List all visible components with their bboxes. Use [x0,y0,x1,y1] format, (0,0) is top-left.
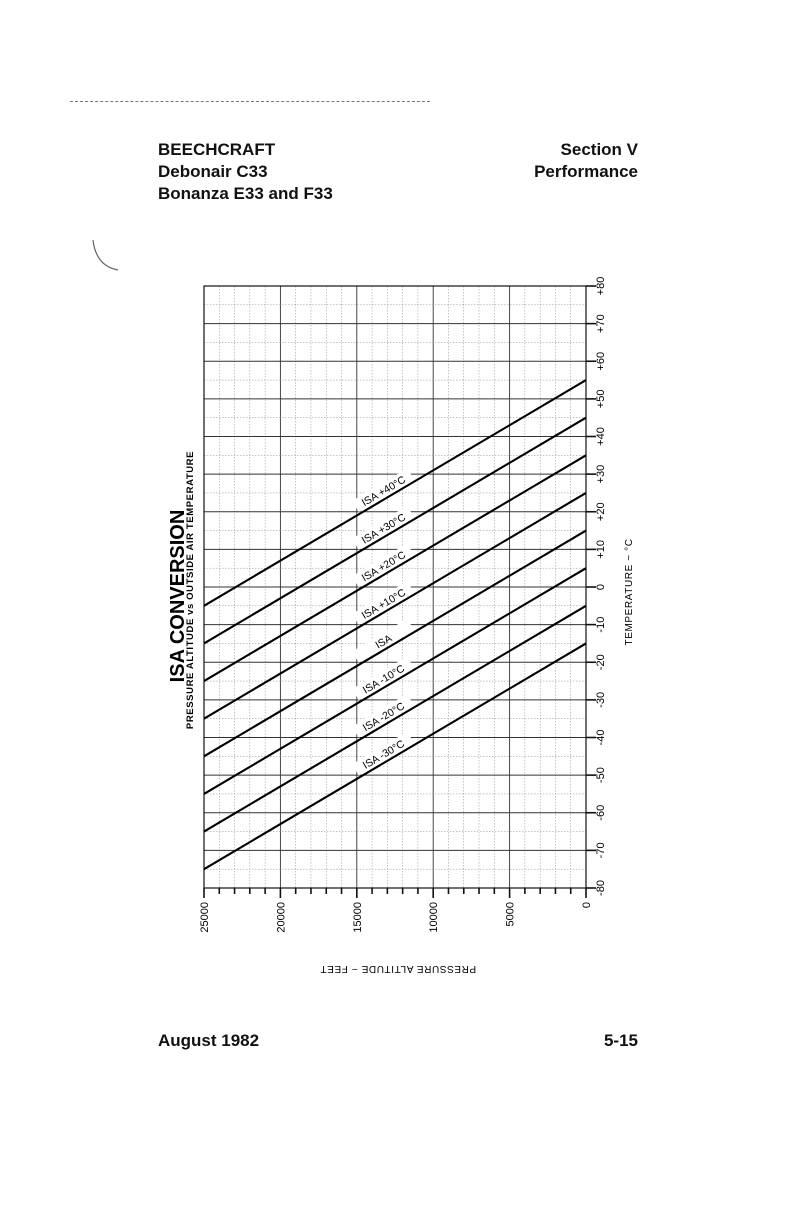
series-label-bg [352,505,414,550]
series-label-bg [352,618,414,663]
chart-subtitle: PRESSURE ALTITUDE vs OUTSIDE AIR TEMPERA… [185,451,196,729]
series-line [203,642,587,871]
footer-date: August 1982 [158,1031,260,1050]
series-label-bg [352,581,414,625]
x-tick-label: 0 [581,902,593,908]
series-line [203,492,587,720]
page-number: 5-15 [603,1031,638,1050]
axes: 0 5000 10000 15000 20000 25000 -80 -70 -60 -50 -40… [199,277,607,933]
series-label-text: ISA +10°C [360,586,409,621]
y-tick-label: +20 [595,502,607,521]
series-label-bg [352,656,414,701]
header-section-title: Performance [534,162,638,181]
y-tick-label: +30 [595,465,607,484]
x-tick-label: 5000 [505,902,517,926]
header-model-1: Debonair C33 [158,162,268,181]
series-label-text: ISA +20°C [360,549,409,584]
header-manufacturer: BEECHCRAFT [158,140,276,159]
chart-title: ISA CONVERSION [167,510,189,683]
series-label: ISA +40°C [352,468,414,513]
y-tick-label: -70 [595,842,607,858]
header-right: Section V Performance [534,139,638,183]
series-line [203,379,587,607]
x-axis-label: PRESSURE ALTITUDE ~ FEET [320,963,476,974]
y-tick-label: +10 [595,540,607,559]
series-line [203,416,587,645]
header-section: Section V [560,140,638,159]
header-left: BEECHCRAFT Debonair C33 Bonanza E33 and … [158,139,333,205]
y-tick-label: -20 [595,654,607,670]
series-line [203,567,587,795]
binding-mark [92,239,119,271]
y-tick-label: -40 [595,730,607,746]
y-tick-label: +60 [595,352,607,371]
y-tick-label: -10 [595,617,607,633]
y-axis-label: TEMPERATURE ~ °C [624,538,635,645]
y-tick-label: +70 [595,314,607,333]
x-tick-label: 25000 [199,902,211,933]
series-label-text: ISA -30°C [361,738,407,772]
x-tick-label: 10000 [428,902,440,933]
series-label-text: ISA +40°C [360,474,409,509]
y-tick-label: 0 [595,584,607,590]
y-tick-label: -60 [595,805,607,821]
series-label-text: ISA -20°C [361,700,407,734]
y-tick-label: -30 [595,692,607,708]
series-label-text: ISA -10°C [361,662,407,696]
y-tick-label: +80 [595,277,607,296]
y-tick-label: +40 [595,427,607,446]
series-lines [203,379,587,871]
y-tick-label: +50 [595,390,607,409]
x-tick-label: 20000 [275,902,287,933]
y-tick-label: -80 [595,880,607,896]
series-label-bg [352,694,414,738]
x-tick-label: 15000 [352,902,364,933]
series-label-bg [352,543,414,588]
series-label-text: ISA +30°C [360,511,409,546]
series-line [203,529,587,758]
series-line [203,604,587,833]
series-label-bg [352,731,414,776]
page-top-rule [70,101,430,102]
series-label-bg [352,468,414,513]
series-line [203,454,587,682]
y-tick-label: -50 [595,767,607,783]
header-model-2: Bonanza E33 and F33 [158,184,333,203]
